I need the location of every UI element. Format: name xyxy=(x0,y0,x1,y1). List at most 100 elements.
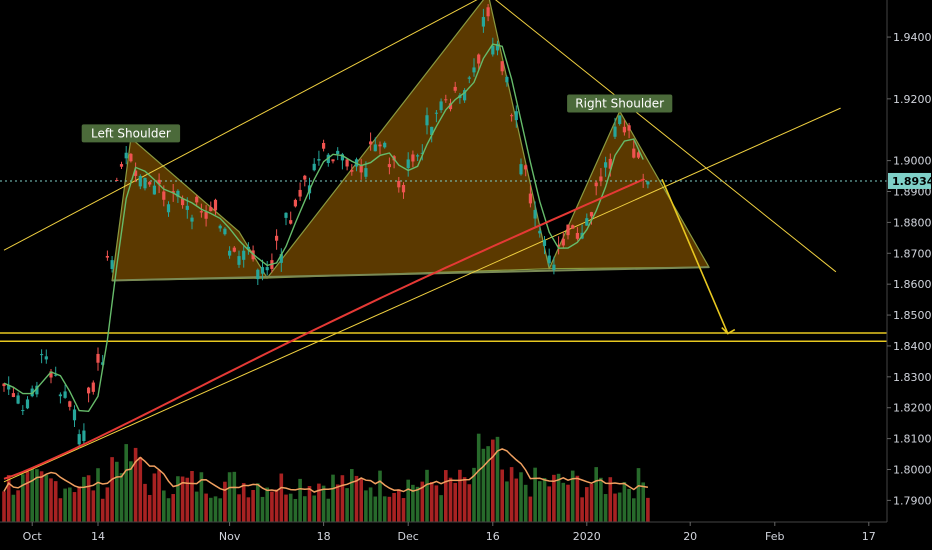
candle-body xyxy=(463,90,467,101)
candle-body xyxy=(284,212,288,218)
volume-bar xyxy=(194,491,199,522)
candle-body xyxy=(594,182,598,187)
candle-body xyxy=(444,99,448,101)
candle-body xyxy=(228,250,232,256)
moving-averages xyxy=(3,43,644,480)
volume-bar xyxy=(472,467,476,522)
volume-bar xyxy=(16,490,20,522)
volume-bar xyxy=(213,496,218,522)
annotations: Left Shoulder Right Shoulder xyxy=(81,94,673,143)
candle-body xyxy=(54,374,58,376)
candle-body xyxy=(260,267,265,274)
candle-body xyxy=(420,152,424,154)
volume-bar xyxy=(566,484,570,522)
volume-bar xyxy=(429,481,434,522)
volume-bar xyxy=(552,474,556,522)
candle-body xyxy=(589,212,594,217)
candlesticks xyxy=(2,4,650,449)
ma-long-line xyxy=(3,178,644,480)
volume-bar xyxy=(129,461,133,522)
x-tick-label: 18 xyxy=(317,530,331,543)
candle-body xyxy=(571,225,575,229)
candle-body xyxy=(519,164,523,175)
x-tick-label: 14 xyxy=(91,530,105,543)
candle-body xyxy=(63,391,67,398)
candle-body xyxy=(185,205,189,210)
candle-body xyxy=(533,209,537,219)
volume-bar xyxy=(448,477,453,522)
volume-bar xyxy=(519,472,523,522)
volume-bar xyxy=(505,481,509,522)
volume-bar xyxy=(53,481,58,522)
volume-bar xyxy=(627,488,631,522)
candle-body xyxy=(486,7,490,17)
candle-body xyxy=(406,159,410,169)
candle-body xyxy=(49,371,53,378)
volume-bar xyxy=(77,486,81,522)
last-price-tag xyxy=(888,172,931,189)
candle-body xyxy=(293,199,297,207)
volume-bar xyxy=(486,446,490,522)
volume-bar xyxy=(110,457,114,522)
candle-body xyxy=(124,152,128,159)
volume-bar xyxy=(575,475,580,522)
volume-bar xyxy=(91,490,96,522)
candle-body xyxy=(491,45,495,55)
volume-bar xyxy=(401,498,406,522)
volume-bar xyxy=(570,470,575,522)
volume-bar xyxy=(124,444,128,522)
candle-body xyxy=(627,125,631,131)
candle-body xyxy=(430,126,434,135)
candle-body xyxy=(25,399,30,409)
volume-bar xyxy=(166,498,171,522)
candle-body xyxy=(373,144,377,152)
volume-bar xyxy=(533,467,537,522)
volume-bar xyxy=(364,490,368,522)
volume-bar xyxy=(49,478,53,522)
price-axis-background xyxy=(887,0,932,550)
y-tick-label: 1.83000 xyxy=(893,371,932,384)
x-tick-label: Oct xyxy=(23,530,43,543)
trend-line-1 xyxy=(3,0,478,251)
x-tick-label: 2020 xyxy=(573,530,601,543)
x-tick-label: Feb xyxy=(765,530,784,543)
y-tick-label: 1.85000 xyxy=(893,309,932,322)
volume-bar xyxy=(162,490,166,522)
candle-body xyxy=(162,191,166,200)
neckline xyxy=(112,266,710,282)
candle-body xyxy=(176,190,180,197)
volume-bar xyxy=(246,497,251,522)
y-tick-label: 1.87000 xyxy=(893,247,932,260)
y-tick-label: 1.79000 xyxy=(893,494,932,507)
candle-body xyxy=(204,212,208,219)
candle-body xyxy=(636,152,641,158)
volume-bar xyxy=(599,477,603,522)
volume-bar xyxy=(444,470,448,522)
volume-bar xyxy=(35,469,39,522)
x-tick-label: Dec xyxy=(398,530,419,543)
candle-body xyxy=(340,154,344,161)
volume-bar xyxy=(2,491,6,522)
volume-bar xyxy=(561,482,566,522)
volume-bar xyxy=(556,473,561,522)
candle-body xyxy=(547,255,551,264)
volume-bar xyxy=(603,494,608,522)
volume-bar xyxy=(152,473,157,522)
candle-body xyxy=(138,175,142,187)
candle-body xyxy=(289,220,293,224)
candle-body xyxy=(152,185,156,195)
volume-bar xyxy=(580,497,584,522)
volume-bar xyxy=(406,479,410,522)
candle-body xyxy=(72,409,77,421)
candle-body xyxy=(312,163,316,171)
candle-body xyxy=(16,395,20,404)
volume-bar xyxy=(237,494,241,522)
candle-body xyxy=(166,204,171,213)
candle-body xyxy=(91,382,95,392)
candle-body xyxy=(585,218,589,226)
candle-body xyxy=(608,158,612,169)
projection-arrow-shaft xyxy=(661,178,729,334)
volume-bar xyxy=(260,496,265,522)
